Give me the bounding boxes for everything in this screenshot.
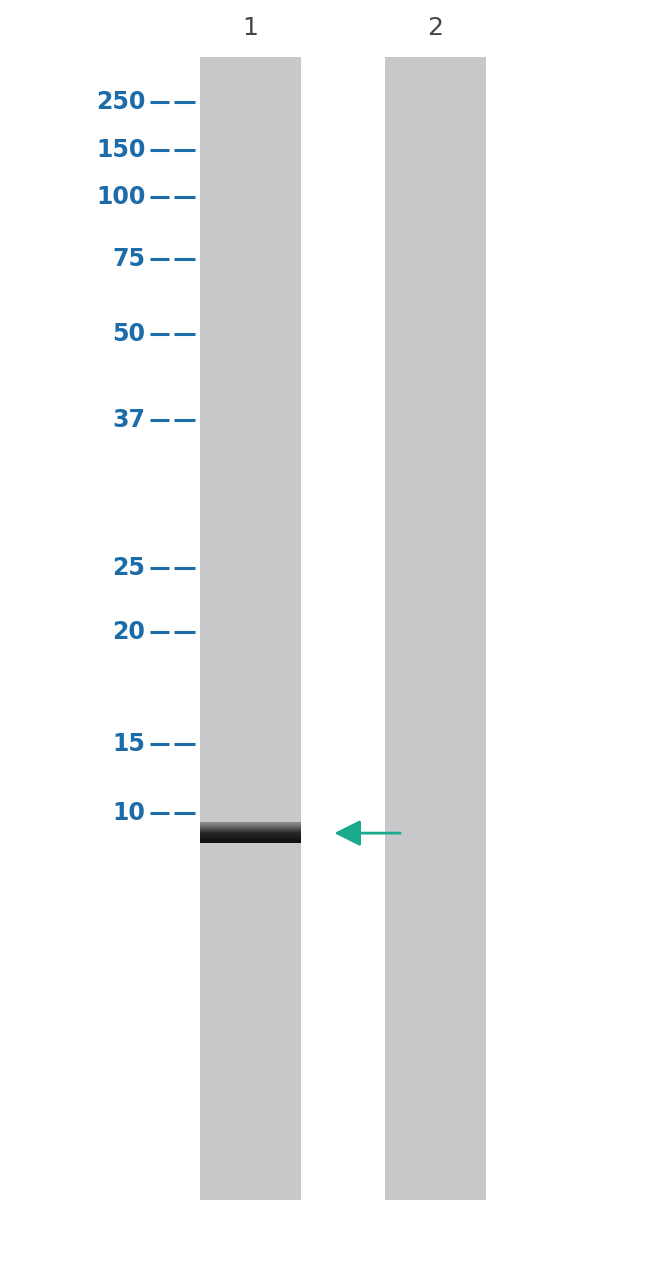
Text: 37: 37: [112, 409, 145, 432]
Text: 10: 10: [112, 801, 145, 824]
Text: 25: 25: [112, 556, 145, 579]
Text: 15: 15: [112, 733, 145, 756]
Text: 1: 1: [242, 17, 258, 39]
Text: 50: 50: [112, 323, 145, 345]
Text: 100: 100: [96, 185, 145, 208]
Text: 2: 2: [428, 17, 443, 39]
Text: 20: 20: [112, 621, 145, 644]
Bar: [200, 57, 300, 1200]
Bar: [385, 57, 486, 1200]
Text: 75: 75: [112, 248, 145, 271]
Text: 150: 150: [96, 138, 145, 161]
Text: 250: 250: [96, 90, 145, 113]
